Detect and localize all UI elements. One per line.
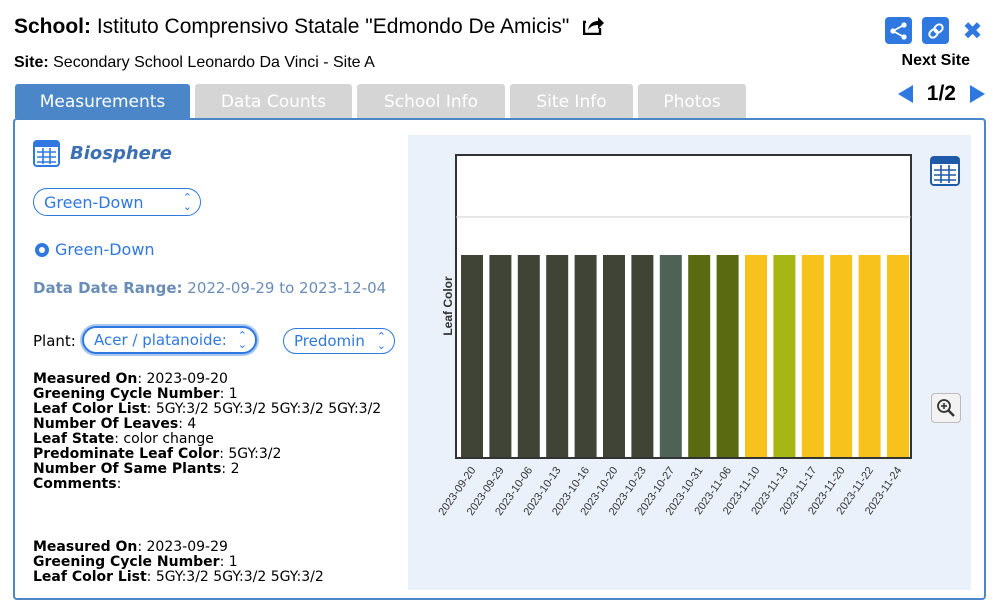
field-label: Number Of Same Plants xyxy=(33,461,222,477)
protocol-radio[interactable]: Green-Down xyxy=(35,240,155,259)
share-icon[interactable] xyxy=(885,17,912,44)
chart-bar[interactable] xyxy=(489,255,512,457)
pager-count: 1/2 xyxy=(926,82,956,105)
tab-measurements[interactable]: Measurements xyxy=(15,84,190,118)
chart-bar[interactable] xyxy=(716,255,739,457)
field-label: Leaf Color List xyxy=(33,569,147,585)
protocol-select[interactable]: Green-Down ⌃ ⌄ xyxy=(33,188,201,216)
section-title: Biosphere xyxy=(70,143,172,164)
section-header: Biosphere xyxy=(33,140,172,167)
field-label: Comments xyxy=(33,476,117,492)
leaf-color-list-value: 5GY:3/2 5GY:3/2 5GY:3/2 xyxy=(155,569,324,585)
measurement-record: Measured On: 2023-09-20 Greening Cycle N… xyxy=(33,371,382,492)
next-site-label: Next Site xyxy=(901,52,970,69)
chart-bar[interactable] xyxy=(603,255,625,457)
table-icon[interactable] xyxy=(33,140,60,167)
top-toolbar: ✖ xyxy=(885,16,986,45)
chart-bar[interactable] xyxy=(830,255,853,457)
close-icon[interactable]: ✖ xyxy=(962,16,983,45)
field-label: Greening Cycle Number xyxy=(33,386,220,402)
color-select[interactable]: Predomin ⌃ ⌄ xyxy=(283,328,395,354)
date-range-label: Data Date Range: xyxy=(33,279,183,297)
chart-bar[interactable] xyxy=(858,255,881,457)
chart-bar[interactable] xyxy=(773,255,796,457)
radio-selected-icon[interactable] xyxy=(35,242,49,257)
chart-bar[interactable] xyxy=(546,255,569,457)
chart-bar[interactable] xyxy=(887,255,909,457)
plant-label: Plant: xyxy=(33,332,76,350)
field-label: Measured On xyxy=(33,371,138,387)
field-label: Predominate Leaf Color xyxy=(33,446,220,462)
field-label: Measured On xyxy=(33,539,138,555)
chart-bar[interactable] xyxy=(659,255,682,457)
previous-site-arrow-icon[interactable] xyxy=(897,85,913,103)
tab-photos[interactable]: Photos xyxy=(638,84,746,118)
select-arrows-icon: ⌃ ⌄ xyxy=(182,191,192,213)
color-select-value: Predomin xyxy=(294,332,365,350)
data-date-range: Data Date Range: 2022-09-29 to 2023-12-0… xyxy=(33,279,386,297)
tab-data-counts[interactable]: Data Counts xyxy=(195,84,352,118)
chart-bar[interactable] xyxy=(461,255,483,457)
field-label: Greening Cycle Number xyxy=(33,554,220,570)
measured-on-value: 2023-09-20 xyxy=(146,371,228,387)
site-name: Secondary School Leonardo Da Vinci - Sit… xyxy=(53,54,375,71)
next-site-arrow-icon[interactable] xyxy=(970,85,985,103)
chart-bar[interactable] xyxy=(517,255,540,457)
select-arrows-icon: ⌃ ⌄ xyxy=(237,329,247,351)
measurement-record: Measured On: 2023-09-29 Greening Cycle N… xyxy=(33,539,324,585)
school-name: Istituto Comprensivo Statale "Edmondo De… xyxy=(96,15,570,38)
field-label: Number Of Leaves xyxy=(33,416,179,432)
field-label: Leaf State xyxy=(33,431,115,447)
school-label: School: xyxy=(14,15,91,38)
radio-label: Green-Down xyxy=(55,240,155,259)
external-link-icon[interactable] xyxy=(582,15,605,41)
site-label: Site: xyxy=(14,54,49,71)
site-title: Site: Secondary School Leonardo Da Vinci… xyxy=(14,54,375,72)
leaves-value: 4 xyxy=(187,416,197,432)
plant-select-value: Acer / platanoide: xyxy=(94,331,227,349)
zoom-in-icon[interactable] xyxy=(931,393,961,423)
greening-value: 1 xyxy=(228,554,238,570)
date-range-value: 2022-09-29 to 2023-12-04 xyxy=(187,279,387,297)
select-arrows-icon: ⌃ ⌄ xyxy=(376,330,386,352)
chart-bar[interactable] xyxy=(688,255,711,457)
predominate-value: 5GY:3/2 xyxy=(228,446,282,462)
chart-table-icon[interactable] xyxy=(930,156,960,186)
measured-on-value: 2023-09-29 xyxy=(146,539,228,555)
protocol-select-value: Green-Down xyxy=(44,192,144,212)
same-plants-value: 2 xyxy=(230,461,240,477)
chart-bar[interactable] xyxy=(631,255,654,457)
link-icon[interactable] xyxy=(922,17,949,44)
chart-bar[interactable] xyxy=(745,255,767,457)
chart-bar[interactable] xyxy=(574,255,597,457)
tab-site-info[interactable]: Site Info xyxy=(510,84,633,118)
tab-school-info[interactable]: School Info xyxy=(357,84,505,118)
field-label: Leaf Color List xyxy=(33,401,147,417)
leaf-color-list-value: 5GY:3/2 5GY:3/2 5GY:3/2 5GY:3/2 xyxy=(155,401,382,417)
site-pager: 1/2 xyxy=(897,82,985,106)
greening-value: 1 xyxy=(228,386,238,402)
leaf-state-value: color change xyxy=(123,431,214,447)
y-axis-label: Leaf Color xyxy=(441,276,455,336)
plant-select[interactable]: Acer / platanoide: ⌃ ⌄ xyxy=(82,326,257,354)
chart-bar[interactable] xyxy=(801,255,824,457)
school-title: School: Istituto Comprensivo Statale "Ed… xyxy=(14,15,605,41)
